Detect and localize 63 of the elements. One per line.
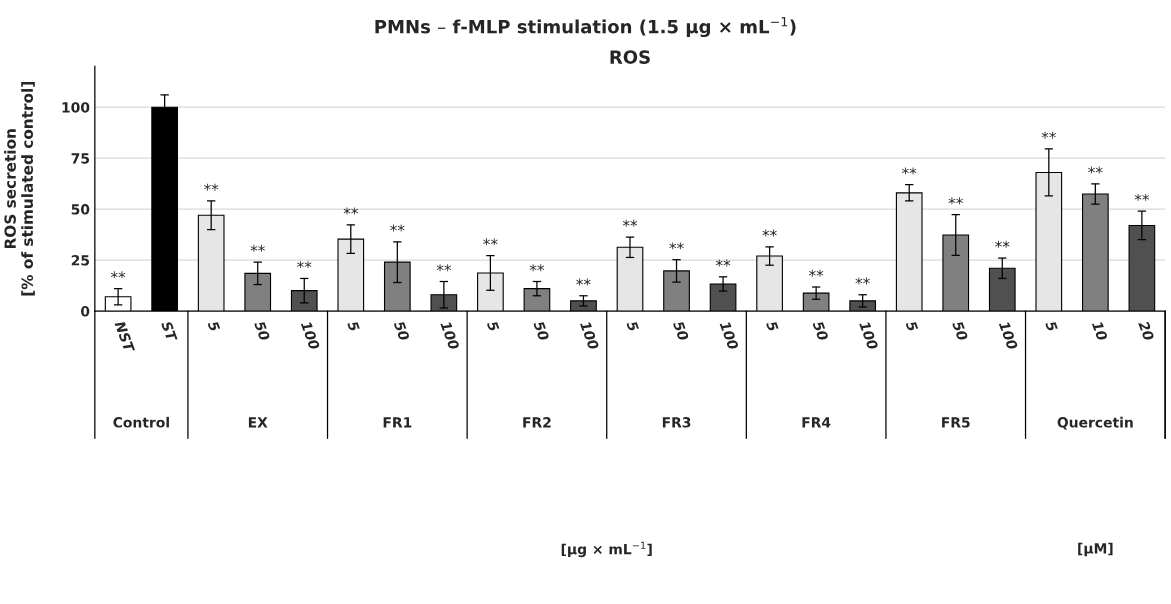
x-tick-label: 5: [347, 320, 360, 332]
x-tick-label: 100: [440, 320, 460, 351]
data-label: **: [1088, 166, 1103, 174]
data-label: **: [855, 277, 870, 285]
chart-subtitle: ROS: [610, 50, 650, 64]
text: Quercetin: [1057, 416, 1133, 430]
x-tick-label: 10: [1091, 320, 1108, 342]
x-tick-label: 50: [812, 320, 829, 342]
x-tick-label: 5: [1045, 320, 1058, 332]
text: EX: [248, 417, 268, 428]
text: FR2: [523, 417, 551, 428]
x-tick-label: 5: [486, 320, 500, 332]
x-tick-label: 50: [393, 320, 410, 342]
data-label: **: [1041, 131, 1056, 139]
x-tick-label: 5: [626, 320, 639, 332]
x-tick-label: 100: [719, 320, 739, 351]
x-tick-label: 20: [1138, 320, 1155, 342]
data-label: **: [762, 229, 777, 237]
x-tick-label: 50: [952, 320, 969, 342]
text: FR3: [662, 417, 691, 428]
y-tick-label: 75: [71, 153, 90, 164]
data-label: **: [110, 271, 126, 279]
x-tick-label: 100: [859, 320, 879, 351]
data-label: **: [250, 244, 265, 252]
data-label: **: [343, 207, 358, 215]
y-axis-title: ROS secretion [% of stimulated control]: [4, 82, 35, 296]
x-tick-label: NST: [114, 320, 136, 354]
y-tick-label: 25: [71, 255, 90, 266]
x-tick-label: ST: [160, 320, 178, 343]
y-tick-label: 100: [62, 102, 90, 113]
text: FR4: [802, 417, 831, 428]
text: FR5: [942, 417, 970, 428]
x-tick-label: 5: [905, 320, 919, 332]
text: [µM]: [1078, 542, 1113, 557]
data-label: **: [204, 183, 219, 191]
data-label: **: [390, 224, 405, 232]
data-label: **: [808, 269, 824, 277]
x-tick-label: 100: [998, 320, 1019, 351]
text: FR1: [383, 417, 412, 428]
text: [µg × mL$^{−1}$]: [561, 541, 652, 558]
y-tick-label: 50: [71, 204, 90, 215]
text: Control: [113, 416, 169, 428]
data-label: **: [995, 240, 1010, 248]
x-tick-label: 50: [533, 320, 550, 342]
data-label: **: [902, 167, 917, 175]
y-tick-label: 0: [80, 306, 90, 317]
data-label: **: [715, 259, 731, 267]
data-label: **: [948, 197, 963, 205]
x-tick-label: 100: [300, 320, 321, 351]
data-label: **: [669, 242, 684, 250]
x-tick-label: 50: [254, 320, 271, 342]
data-label: **: [576, 278, 591, 286]
data-label: **: [483, 238, 498, 246]
data-label: **: [529, 264, 545, 272]
data-label: **: [436, 264, 452, 272]
x-tick-label: 100: [579, 320, 600, 351]
data-label: **: [297, 261, 312, 269]
x-tick-label: 50: [672, 320, 690, 342]
chart-title: PMNs – f-MLP stimulation (1.5 µg × mL$^{−1}$): [375, 17, 796, 38]
x-tick-label: 5: [207, 320, 221, 332]
x-tick-label: 5: [765, 320, 779, 332]
data-label: **: [622, 219, 638, 227]
data-label: **: [1134, 193, 1150, 201]
